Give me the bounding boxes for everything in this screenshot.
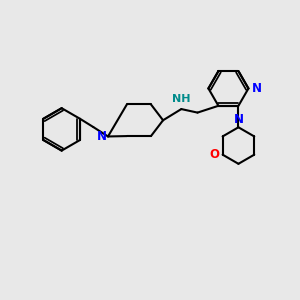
Text: N: N bbox=[233, 113, 243, 126]
Text: NH: NH bbox=[172, 94, 190, 104]
Text: N: N bbox=[252, 82, 262, 95]
Text: O: O bbox=[210, 148, 220, 161]
Text: N: N bbox=[97, 130, 106, 143]
